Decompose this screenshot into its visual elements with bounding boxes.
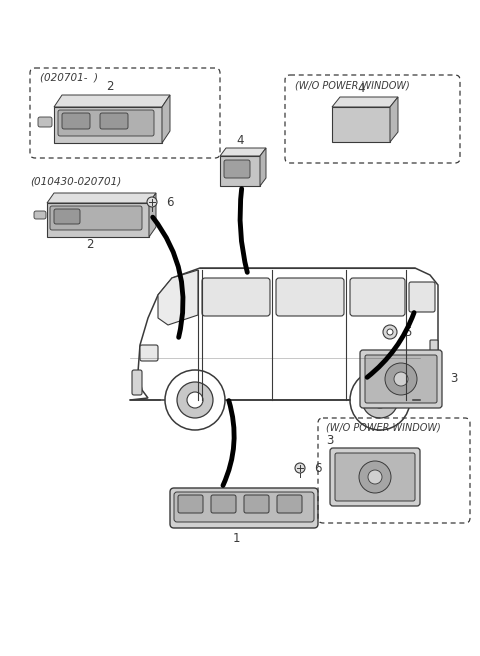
Text: 2: 2 [106, 81, 114, 94]
FancyBboxPatch shape [276, 278, 344, 316]
Polygon shape [47, 203, 149, 237]
Polygon shape [149, 193, 156, 237]
Text: 1: 1 [232, 531, 240, 544]
FancyBboxPatch shape [50, 206, 142, 230]
Circle shape [359, 461, 391, 493]
FancyBboxPatch shape [277, 495, 302, 513]
Text: (W/O POWER WINDOW): (W/O POWER WINDOW) [295, 80, 410, 90]
Polygon shape [332, 97, 398, 107]
Circle shape [350, 370, 410, 430]
Polygon shape [130, 268, 438, 400]
Text: 4: 4 [236, 134, 244, 146]
Polygon shape [162, 95, 170, 143]
FancyBboxPatch shape [34, 211, 46, 219]
FancyBboxPatch shape [211, 495, 236, 513]
Text: 2: 2 [86, 239, 94, 251]
FancyBboxPatch shape [62, 113, 90, 129]
Circle shape [295, 463, 305, 473]
Circle shape [362, 382, 398, 418]
Text: 6: 6 [314, 462, 322, 474]
Circle shape [177, 382, 213, 418]
Text: 4: 4 [357, 83, 365, 96]
FancyBboxPatch shape [360, 350, 442, 408]
Circle shape [394, 372, 408, 386]
Polygon shape [220, 148, 266, 156]
Circle shape [385, 363, 417, 395]
Polygon shape [390, 97, 398, 142]
Text: 6: 6 [166, 195, 173, 209]
Circle shape [372, 392, 388, 408]
Circle shape [147, 197, 157, 207]
FancyBboxPatch shape [330, 448, 420, 506]
FancyBboxPatch shape [244, 495, 269, 513]
FancyBboxPatch shape [174, 492, 314, 522]
Polygon shape [220, 156, 260, 186]
Text: (W/O POWER WINDOW): (W/O POWER WINDOW) [326, 423, 441, 433]
FancyBboxPatch shape [54, 209, 80, 224]
FancyBboxPatch shape [224, 160, 250, 178]
Circle shape [187, 392, 203, 408]
FancyBboxPatch shape [132, 370, 142, 395]
Text: (020701-  ): (020701- ) [40, 73, 98, 83]
Text: (010430-020701): (010430-020701) [30, 177, 121, 187]
FancyBboxPatch shape [140, 345, 158, 361]
Polygon shape [54, 107, 162, 143]
FancyBboxPatch shape [409, 282, 435, 312]
FancyBboxPatch shape [335, 453, 415, 501]
FancyBboxPatch shape [202, 278, 270, 316]
Circle shape [383, 325, 397, 339]
FancyBboxPatch shape [350, 278, 405, 316]
Polygon shape [158, 270, 198, 325]
Polygon shape [260, 148, 266, 186]
Circle shape [387, 329, 393, 335]
FancyBboxPatch shape [365, 355, 437, 403]
Circle shape [165, 370, 225, 430]
Polygon shape [54, 95, 170, 107]
Polygon shape [332, 107, 390, 142]
FancyBboxPatch shape [430, 340, 438, 360]
FancyBboxPatch shape [38, 117, 52, 127]
Text: 3: 3 [326, 434, 334, 447]
FancyBboxPatch shape [100, 113, 128, 129]
FancyBboxPatch shape [58, 110, 154, 136]
Text: 5: 5 [404, 325, 411, 338]
Polygon shape [47, 193, 156, 203]
FancyBboxPatch shape [170, 488, 318, 528]
Text: 3: 3 [450, 373, 457, 386]
Circle shape [368, 470, 382, 484]
FancyBboxPatch shape [178, 495, 203, 513]
